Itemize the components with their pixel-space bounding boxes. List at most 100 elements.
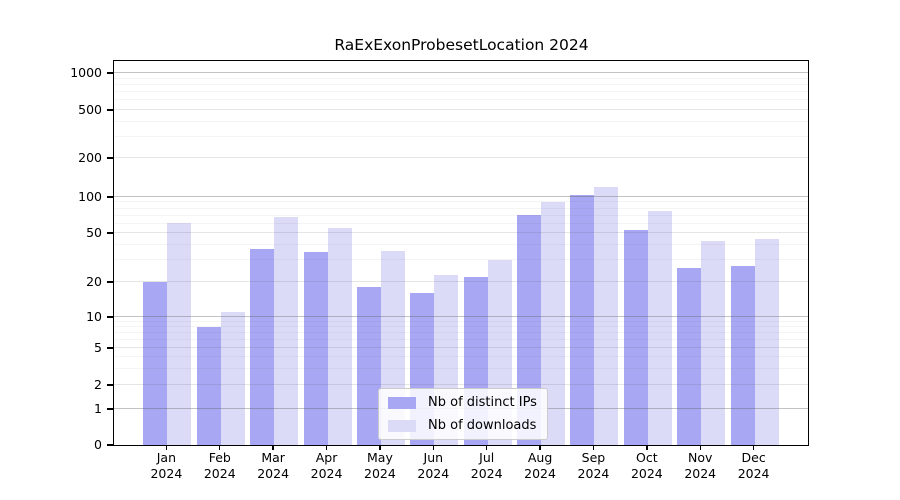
- bar-downloads-dec: [754, 238, 779, 445]
- y-tick-label-1000: 1000: [70, 65, 102, 80]
- x-tick-label-aug: Aug 2024: [524, 450, 556, 481]
- chart-title: RaExExonProbesetLocation 2024: [334, 36, 589, 54]
- bar-distinct-ips-nov: [677, 267, 702, 445]
- x-tick-label-jun: Jun 2024: [417, 450, 450, 481]
- y-tick-label-500: 500: [78, 102, 102, 117]
- y-tick-1000: [107, 72, 113, 74]
- gridline-minor-70: [114, 214, 808, 216]
- gridline-minor-6: [114, 338, 808, 340]
- y-tick-label-20: 20: [86, 274, 102, 289]
- y-tick-label-10: 10: [86, 309, 102, 324]
- x-tick-label-oct: Oct 2024: [630, 450, 663, 481]
- x-tick-label-nov: Nov 2024: [684, 450, 717, 481]
- y-tick-20: [107, 281, 113, 283]
- x-tick-jul: [485, 445, 488, 450]
- y-tick-label-2: 2: [94, 377, 102, 392]
- bar-distinct-ips-apr: [303, 252, 328, 445]
- gridline-minor-4: [114, 356, 808, 358]
- y-tick-5: [107, 347, 113, 349]
- gridline-1000: [114, 72, 808, 73]
- y-tick-2: [107, 384, 113, 386]
- y-tick-0: [107, 444, 113, 446]
- bar-distinct-ips-may: [356, 287, 381, 445]
- y-tick-label-50: 50: [86, 225, 102, 240]
- legend-item-distinct-ips: Nb of distinct IPs: [379, 393, 547, 413]
- bar-downloads-mar: [274, 217, 299, 445]
- y-tick-100: [107, 196, 113, 198]
- y-tick-label-5: 5: [94, 340, 102, 355]
- x-tick-dec: [752, 445, 755, 450]
- x-tick-oct: [646, 445, 648, 450]
- bar-downloads-nov: [701, 241, 726, 445]
- legend-swatch-downloads: [388, 419, 416, 432]
- x-tick-nov: [699, 445, 701, 450]
- x-tick-may: [379, 445, 381, 450]
- gridline-minor-8: [114, 325, 808, 327]
- gridline-minor-90: [114, 201, 808, 203]
- y-tick-label-0: 0: [94, 437, 102, 452]
- gridline-5: [114, 347, 808, 348]
- gridline-minor-80: [114, 207, 808, 209]
- bar-distinct-ips-mar: [250, 249, 275, 445]
- y-tick-label-100: 100: [78, 189, 102, 204]
- x-tick-mar: [272, 445, 274, 450]
- gridline-minor-900: [114, 77, 808, 79]
- x-tick-label-mar: Mar 2024: [257, 450, 290, 481]
- bar-downloads-apr: [327, 228, 352, 445]
- gridline-200: [114, 157, 808, 158]
- bar-downloads-oct: [647, 210, 672, 445]
- gridline-minor-400: [114, 120, 808, 122]
- y-tick-200: [107, 157, 113, 159]
- gridline-20: [114, 281, 808, 282]
- legend-item-downloads: Nb of downloads: [379, 416, 547, 436]
- gridline-100: [114, 196, 808, 197]
- y-tick-10: [107, 316, 113, 318]
- legend-label-downloads: Nb of downloads: [428, 418, 537, 433]
- bar-distinct-ips-jan: [143, 282, 168, 445]
- x-tick-label-jul: Jul 2024: [470, 450, 503, 481]
- x-tick-label-dec: Dec 2024: [737, 450, 770, 481]
- x-tick-jun: [432, 445, 434, 450]
- gridline-minor-40: [114, 243, 808, 245]
- gridline-minor-300: [114, 135, 808, 137]
- x-tick-label-jan: Jan 2024: [150, 450, 183, 481]
- bar-distinct-ips-sep: [570, 195, 595, 445]
- y-tick-50: [107, 232, 113, 234]
- bar-distinct-ips-dec: [730, 265, 755, 445]
- gridline-minor-30: [114, 259, 808, 261]
- gridline-minor-600: [114, 99, 808, 101]
- gridline-minor-9: [114, 320, 808, 322]
- x-tick-jan: [165, 445, 168, 450]
- bar-distinct-ips-oct: [623, 229, 648, 445]
- gridline-2: [114, 384, 808, 385]
- gridline-500: [114, 109, 808, 110]
- legend: Nb of distinct IPs Nb of downloads: [378, 388, 548, 440]
- x-tick-label-apr: Apr 2024: [310, 450, 343, 481]
- gridline-minor-800: [114, 83, 808, 85]
- gridline-50: [114, 232, 808, 233]
- x-tick-label-sep: Sep 2024: [577, 450, 610, 481]
- x-tick-sep: [592, 445, 595, 450]
- y-tick-label-1: 1: [94, 401, 102, 416]
- x-tick-apr: [325, 445, 328, 450]
- bar-downloads-feb: [220, 312, 245, 445]
- y-tick-500: [107, 109, 113, 111]
- gridline-10: [114, 316, 808, 317]
- gridline-minor-3: [114, 367, 808, 369]
- legend-label-distinct-ips: Nb of distinct IPs: [428, 395, 537, 410]
- gridline-minor-700: [114, 91, 808, 93]
- y-tick-label-200: 200: [78, 150, 102, 165]
- legend-swatch-distinct-ips: [388, 396, 416, 409]
- bar-distinct-ips-feb: [196, 326, 221, 445]
- bar-downloads-sep: [594, 186, 619, 445]
- gridline-minor-60: [114, 222, 808, 224]
- x-tick-feb: [219, 445, 221, 450]
- x-tick-label-feb: Feb 2024: [203, 450, 236, 481]
- plot-area: [113, 60, 809, 446]
- y-tick-1: [107, 408, 113, 410]
- bar-downloads-jan: [167, 222, 192, 445]
- x-tick-aug: [539, 445, 541, 450]
- gridline-minor-7: [114, 331, 808, 333]
- x-tick-label-may: May 2024: [364, 450, 396, 481]
